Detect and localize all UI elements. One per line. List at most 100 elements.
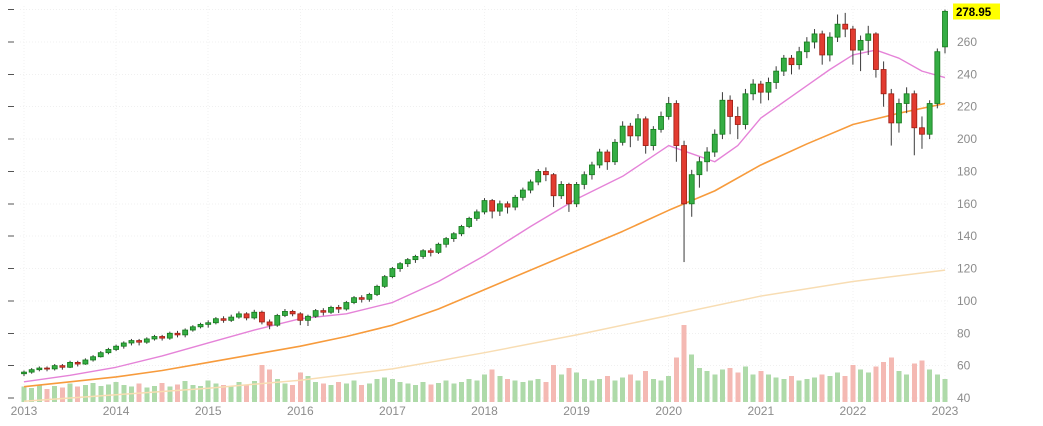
volume-bar	[451, 383, 457, 402]
volume-bar	[635, 380, 641, 402]
candle-body-up	[143, 338, 150, 343]
candle-body-up	[658, 116, 664, 130]
candle-body-up	[719, 99, 726, 135]
candle-body-up	[282, 311, 288, 316]
volume-bar	[244, 384, 250, 402]
candle-body-up	[82, 359, 89, 365]
candle-body-up	[128, 340, 135, 344]
candle-body-up	[90, 356, 96, 361]
volume-bar	[67, 383, 73, 402]
volume-bar	[520, 381, 526, 402]
candle-body-down	[734, 116, 741, 125]
candle-body-down	[550, 174, 557, 197]
candle-body-up	[826, 36, 833, 56]
candle-body-up	[934, 51, 941, 104]
candle-body-up	[765, 82, 772, 93]
volume-bar	[881, 361, 887, 402]
time-axis-label: 2014	[103, 404, 130, 418]
candle-body-up	[926, 103, 933, 135]
volume-bar	[389, 378, 395, 402]
candle-body-up	[274, 315, 281, 326]
candle-body-down	[259, 311, 265, 323]
time-axis-label: 2017	[379, 404, 406, 418]
candle-body-down	[642, 118, 649, 146]
volume-bar	[574, 372, 580, 402]
volume-bar	[105, 384, 111, 402]
volume-bar	[198, 385, 204, 402]
volume-bar	[742, 366, 748, 402]
gridlines	[20, 6, 950, 402]
candle-body-up	[251, 311, 258, 319]
volume-bar	[696, 368, 702, 402]
volume-bar	[819, 374, 825, 402]
volume-bar	[52, 385, 58, 402]
candle-body-down	[266, 321, 273, 326]
price-axis-label: 100	[957, 294, 977, 308]
volume-bar	[873, 366, 879, 402]
candle-body-down	[543, 171, 549, 176]
volume-bar	[765, 374, 771, 402]
candle-body-up	[189, 326, 196, 331]
volume-bar	[735, 372, 741, 402]
volume-bar	[59, 387, 65, 402]
candle-body-down	[427, 250, 434, 253]
volume-bar	[804, 378, 810, 402]
candle-body-down	[297, 313, 304, 321]
candle-body-up	[443, 238, 450, 245]
candle-body-up	[512, 196, 519, 208]
time-axis-label: 2022	[840, 404, 867, 418]
candle-body-up	[397, 263, 403, 269]
volume-bar	[328, 385, 334, 402]
candle-body-up	[896, 103, 902, 124]
volume-bar	[827, 375, 833, 402]
candle-body-up	[305, 315, 311, 321]
candle-body-up	[182, 329, 189, 336]
candle-body-down	[335, 306, 342, 310]
volume-bar	[151, 385, 157, 402]
candle-body-down	[74, 361, 81, 365]
candle-body-up	[696, 161, 703, 176]
volume-bar	[190, 385, 196, 402]
volume-bar	[911, 363, 917, 402]
volume-bar	[98, 385, 104, 402]
volume-bar	[689, 354, 695, 402]
volume-bar	[543, 381, 549, 402]
volume-bar	[589, 380, 595, 402]
candle-body-up	[635, 118, 641, 137]
volume-bar	[512, 380, 518, 402]
price-axis-label: 80	[957, 326, 971, 340]
candle-body-down	[850, 28, 856, 51]
candle-body-down	[489, 200, 496, 212]
candle-body-down	[888, 93, 895, 124]
candle-body-up	[780, 57, 787, 72]
candle-body-up	[619, 125, 626, 143]
candle-body-down	[757, 83, 764, 93]
price-axis-label: 120	[957, 262, 977, 276]
candle-body-up	[612, 141, 618, 163]
candle-body-up	[312, 310, 319, 317]
candle-body-up	[458, 226, 465, 235]
candle-body-down	[604, 151, 611, 163]
candle-body-up	[197, 323, 204, 328]
candle-body-up	[51, 365, 58, 370]
candle-body-down	[289, 311, 296, 315]
candle-body-down	[320, 310, 327, 313]
candle-body-up	[105, 349, 112, 354]
price-axis-label: 240	[957, 67, 977, 81]
volume-bar	[282, 383, 288, 402]
volume-bar	[267, 369, 273, 402]
volume-bar	[167, 386, 173, 402]
candle-body-up	[773, 70, 780, 83]
candle-body-up	[704, 151, 710, 163]
candle-body-down	[842, 23, 849, 30]
volume-bar	[581, 378, 587, 402]
price-axis-label: 60	[957, 359, 971, 373]
volume-bar	[343, 383, 349, 402]
volume-bar	[927, 369, 933, 402]
candle-body-up	[205, 322, 212, 325]
volume-bar	[796, 380, 802, 402]
candle-body-up	[389, 268, 396, 278]
volume-bar	[466, 378, 472, 402]
candle-body-down	[880, 69, 887, 95]
